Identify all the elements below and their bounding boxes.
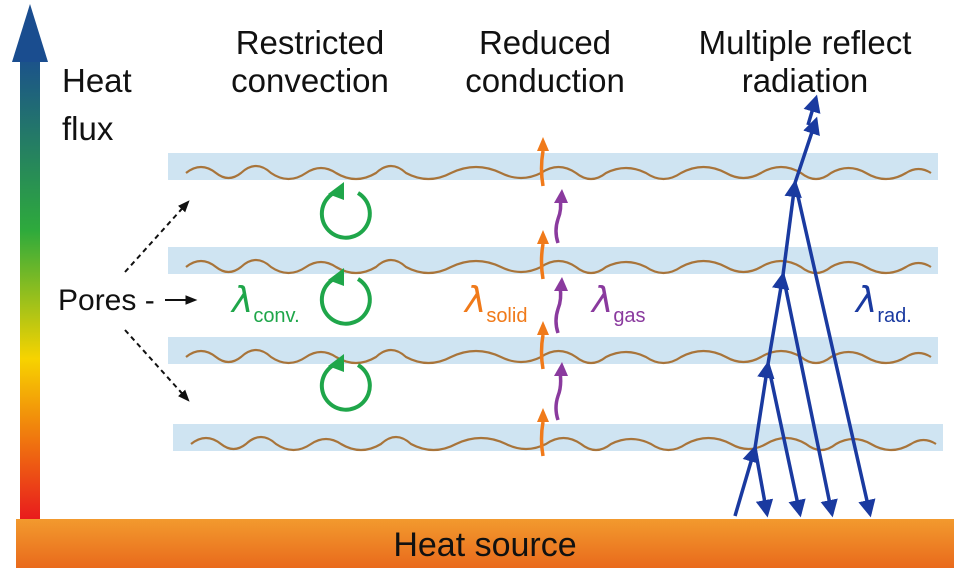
radiation-ray-down: [793, 182, 876, 518]
heat-source-bar: [16, 519, 954, 568]
gas-conduction-arrow: [554, 286, 563, 334]
lambda-solid: λsolid: [465, 280, 527, 327]
radiation-ray-up: [781, 179, 802, 276]
heat-flux-label: Heat flux: [62, 62, 132, 148]
radiation-ray-down: [766, 363, 806, 518]
gas-arrowhead: [554, 189, 568, 203]
lambda-subscript: conv.: [253, 305, 300, 327]
convection-loop: [319, 275, 372, 326]
solid-conduction-arrow: [539, 150, 545, 187]
solid-arrowhead: [537, 321, 549, 335]
heat-flux-arrow: [12, 4, 48, 525]
convection-loop: [319, 189, 372, 240]
heading-line: convection: [231, 62, 389, 99]
radiation-ray-down: [753, 447, 774, 518]
radiation-ray-up: [733, 444, 760, 517]
lambda-subscript: rad.: [877, 305, 912, 327]
lambda-conv: λconv.: [232, 280, 300, 327]
convection-loops: [319, 182, 372, 412]
heat-flux-line1: Heat: [62, 62, 132, 99]
heading-line: Multiple reflect: [698, 24, 912, 61]
fiber: [185, 348, 932, 365]
solid-conduction-arrow: [539, 334, 545, 370]
lambda-rad: λrad.: [856, 280, 912, 327]
heading-convection: Restricted convection: [200, 24, 420, 100]
solid-arrowhead: [537, 230, 549, 244]
gas-arrowhead: [554, 362, 568, 376]
radiation-ray-up: [766, 271, 790, 365]
convection-arrowhead: [328, 268, 344, 286]
solid-conduction-arrow: [539, 243, 545, 280]
solid-conduction-arrow: [539, 421, 545, 457]
lambda-gas: λgas: [592, 280, 646, 327]
heat-flux-line2: flux: [62, 110, 114, 147]
solid-arrowhead: [537, 408, 549, 422]
lambda-symbol: λ: [856, 280, 878, 321]
radiation-ray-up: [803, 94, 821, 126]
lambda-symbol: λ: [465, 280, 487, 321]
radiation-ray-down: [781, 274, 838, 518]
heading-line: radiation: [741, 62, 869, 99]
convection-arrowhead: [328, 182, 344, 200]
lambda-symbol: λ: [592, 280, 614, 321]
radiation-ray-up: [793, 116, 820, 184]
radiation-ray-up: [753, 360, 775, 449]
fiber: [185, 164, 932, 181]
radiation-rays: [733, 94, 876, 518]
heading-line: Restricted: [235, 24, 385, 61]
conduction-arrows: [537, 137, 568, 457]
heading-radiation: Multiple reflect radiation: [665, 24, 945, 100]
heading-line: Reduced: [478, 24, 612, 61]
heading-line: conduction: [465, 62, 625, 99]
lambda-subscript: gas: [613, 305, 646, 327]
fiber: [190, 435, 937, 452]
solid-arrowhead: [537, 137, 549, 151]
pores-label: Pores -: [58, 284, 155, 317]
gas-conduction-arrow: [554, 198, 563, 244]
gas-arrowhead: [554, 277, 568, 291]
heat-source-label: Heat source: [393, 526, 577, 564]
lambda-subscript: solid: [486, 305, 528, 327]
gas-conduction-arrow: [554, 371, 563, 421]
lambda-symbol: λ: [232, 280, 254, 321]
convection-loop: [319, 361, 372, 412]
heading-conduction: Reduced conduction: [430, 24, 660, 100]
convection-arrowhead: [328, 354, 344, 372]
pores-arrows: [124, 200, 198, 402]
